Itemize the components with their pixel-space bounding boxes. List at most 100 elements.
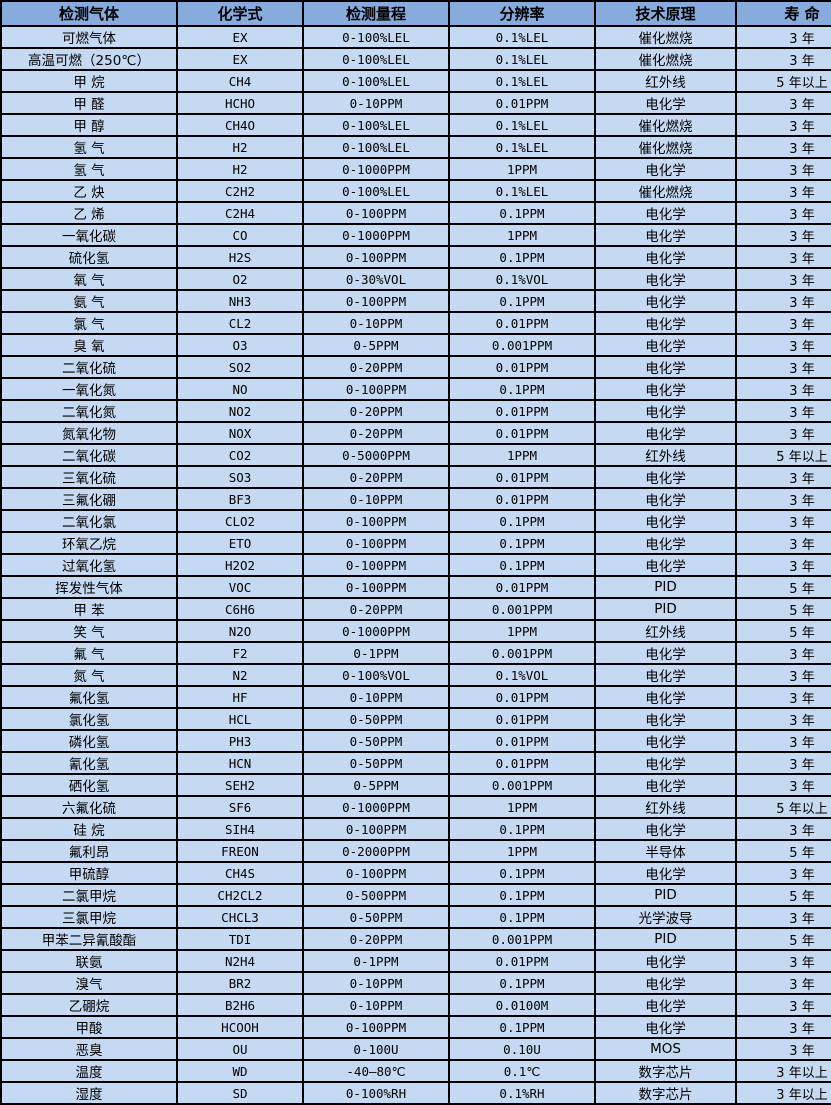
cell-principle: 电化学	[594, 817, 737, 841]
cell-principle: 电化学	[594, 223, 737, 247]
cell-gas: 氟 气	[0, 641, 178, 665]
table-row: 乙 烯 C2H4 0-100PPM 0.1PPM 电化学 3 年	[0, 201, 831, 225]
cell-resolution: 0.01PPM	[448, 311, 596, 335]
cell-lifespan: 3 年	[735, 707, 831, 731]
cell-principle: 电化学	[594, 993, 737, 1017]
cell-range: 0-100%LEL	[302, 179, 450, 203]
table-row: 二氧化硫 SO2 0-20PPM 0.01PPM 电化学 3 年	[0, 355, 831, 379]
cell-formula: B2H6	[176, 993, 304, 1017]
cell-resolution: 0.1%LEL	[448, 135, 596, 159]
table-row: 溴气 BR2 0-10PPM 0.1PPM 电化学 3 年	[0, 971, 831, 995]
cell-resolution: 0.1PPM	[448, 817, 596, 841]
cell-formula: SIH4	[176, 817, 304, 841]
table-row: 三氯甲烷 CHCL3 0-50PPM 0.1PPM 光学波导 3 年	[0, 905, 831, 929]
cell-range: 0-10PPM	[302, 993, 450, 1017]
cell-formula: CLO2	[176, 509, 304, 533]
table-row: 磷化氢 PH3 0-50PPM 0.01PPM 电化学 3 年	[0, 729, 831, 753]
cell-principle: 电化学	[594, 465, 737, 489]
cell-formula: H2	[176, 135, 304, 159]
cell-formula: H2O2	[176, 553, 304, 577]
table-row: 氧 气 O2 0-30%VOL 0.1%VOL 电化学 3 年	[0, 267, 831, 291]
cell-formula: HCN	[176, 751, 304, 775]
cell-gas: 甲硫醇	[0, 861, 178, 885]
table-row: 氰化氢 HCN 0-50PPM 0.01PPM 电化学 3 年	[0, 751, 831, 775]
table-row: 甲 苯 C6H6 0-20PPM 0.001PPM PID 5 年	[0, 597, 831, 621]
cell-gas: 环氧乙烷	[0, 531, 178, 555]
cell-formula: N2O	[176, 619, 304, 643]
cell-lifespan: 3 年	[735, 685, 831, 709]
cell-formula: VOC	[176, 575, 304, 599]
cell-lifespan: 3 年	[735, 729, 831, 753]
cell-principle: 电化学	[594, 531, 737, 555]
cell-lifespan: 3 年	[735, 487, 831, 511]
table-row: 氢 气 H2 0-100%LEL 0.1%LEL 催化燃烧 3 年	[0, 135, 831, 159]
cell-gas: 联氨	[0, 949, 178, 973]
table-row: 甲 醇 CH4O 0-100%LEL 0.1%LEL 催化燃烧 3 年	[0, 113, 831, 137]
cell-lifespan: 3 年	[735, 245, 831, 269]
cell-resolution: 0.1%LEL	[448, 179, 596, 203]
cell-range: 0-20PPM	[302, 399, 450, 423]
column-header-lifespan: 寿 命	[735, 0, 831, 27]
cell-lifespan: 3 年	[735, 157, 831, 181]
cell-principle: 电化学	[594, 949, 737, 973]
cell-gas: 氢 气	[0, 157, 178, 181]
cell-principle: 催化燃烧	[594, 179, 737, 203]
cell-range: 0-10PPM	[302, 487, 450, 511]
cell-resolution: 0.1PPM	[448, 971, 596, 995]
table-row: 硒化氢 SEH2 0-5PPM 0.001PPM 电化学 3 年	[0, 773, 831, 797]
cell-resolution: 0.001PPM	[448, 927, 596, 951]
cell-range: 0-100PPM	[302, 1015, 450, 1039]
cell-gas: 硅 烷	[0, 817, 178, 841]
cell-lifespan: 5 年	[735, 575, 831, 599]
cell-gas: 甲 醛	[0, 91, 178, 115]
column-header-resolution: 分辨率	[448, 0, 596, 27]
cell-range: 0-20PPM	[302, 927, 450, 951]
table-row: 一氧化氮 NO 0-100PPM 0.1PPM 电化学 3 年	[0, 377, 831, 401]
cell-formula: FREON	[176, 839, 304, 863]
cell-range: 0-100PPM	[302, 575, 450, 599]
cell-gas: 氢 气	[0, 135, 178, 159]
cell-principle: 电化学	[594, 861, 737, 885]
cell-formula: NO2	[176, 399, 304, 423]
cell-principle: 电化学	[594, 311, 737, 335]
cell-range: 0-100PPM	[302, 377, 450, 401]
cell-gas: 氯 气	[0, 311, 178, 335]
cell-lifespan: 3 年	[735, 267, 831, 291]
cell-principle: 电化学	[594, 729, 737, 753]
cell-lifespan: 3 年	[735, 1037, 831, 1061]
cell-lifespan: 3 年	[735, 949, 831, 973]
table-row: 乙 炔 C2H2 0-100%LEL 0.1%LEL 催化燃烧 3 年	[0, 179, 831, 203]
cell-gas: 甲 醇	[0, 113, 178, 137]
cell-formula: CO2	[176, 443, 304, 467]
cell-range: 0-100PPM	[302, 817, 450, 841]
cell-gas: 三氯甲烷	[0, 905, 178, 929]
cell-resolution: 0.01PPM	[448, 487, 596, 511]
cell-principle: 电化学	[594, 91, 737, 115]
cell-resolution: 0.1PPM	[448, 509, 596, 533]
table-row: 过氧化氢 H2O2 0-100PPM 0.1PPM 电化学 3 年	[0, 553, 831, 577]
cell-formula: C2H2	[176, 179, 304, 203]
cell-range: 0-100U	[302, 1037, 450, 1061]
table-row: 甲 烷 CH4 0-100%LEL 0.1%LEL 红外线 5 年以上	[0, 69, 831, 93]
cell-principle: 电化学	[594, 201, 737, 225]
cell-lifespan: 3 年	[735, 91, 831, 115]
cell-principle: 半导体	[594, 839, 737, 863]
table-row: 三氟化硼 BF3 0-10PPM 0.01PPM 电化学 3 年	[0, 487, 831, 511]
cell-resolution: 0.1PPM	[448, 883, 596, 907]
cell-resolution: 0.1PPM	[448, 289, 596, 313]
cell-resolution: 0.001PPM	[448, 597, 596, 621]
cell-lifespan: 3 年	[735, 641, 831, 665]
cell-lifespan: 3 年	[735, 421, 831, 445]
header-row: 检测气体 化学式 检测量程 分辨率 技术原理寿 命	[0, 0, 831, 27]
cell-formula: O2	[176, 267, 304, 291]
cell-range: -40—80℃	[302, 1059, 450, 1083]
cell-resolution: 0.1%VOL	[448, 267, 596, 291]
cell-gas: 一氧化氮	[0, 377, 178, 401]
cell-principle: 电化学	[594, 641, 737, 665]
cell-gas: 臭 氧	[0, 333, 178, 357]
cell-range: 0-100PPM	[302, 509, 450, 533]
table-row: 氮氧化物 NOX 0-20PPM 0.01PPM 电化学 3 年	[0, 421, 831, 445]
cell-lifespan: 3 年	[735, 861, 831, 885]
cell-principle: 电化学	[594, 333, 737, 357]
cell-lifespan: 5 年以上	[735, 443, 831, 467]
